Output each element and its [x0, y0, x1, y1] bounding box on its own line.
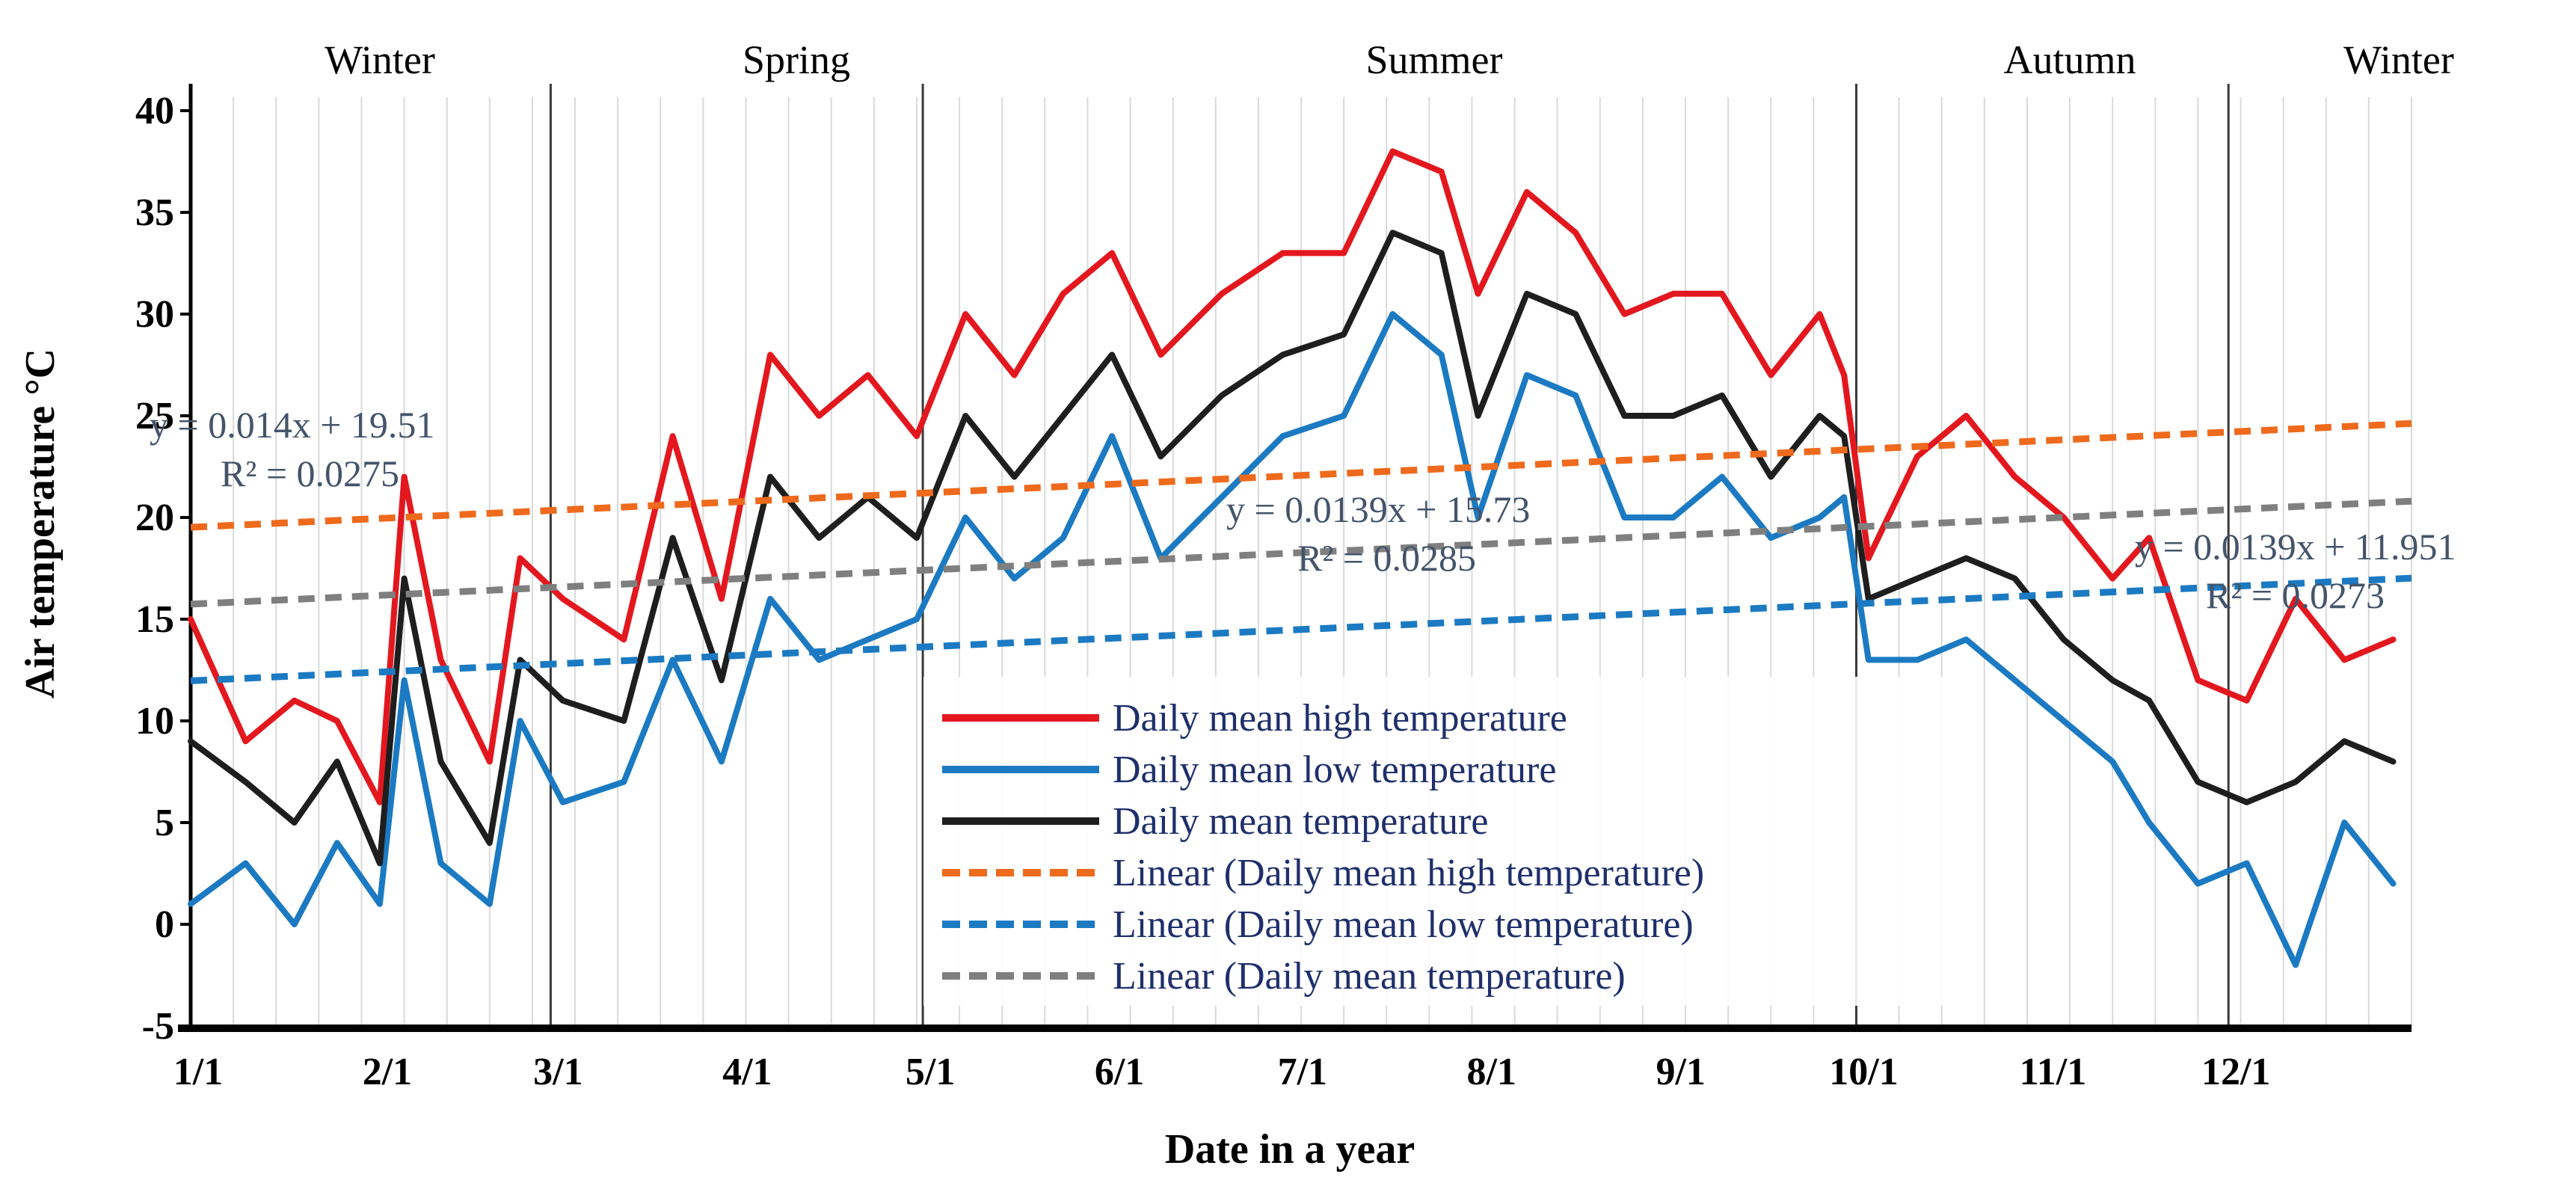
trend-r-squared: R² = 0.0273: [2206, 574, 2385, 616]
season-label: Autumn: [2003, 37, 2136, 82]
season-labels: Winter Spring Summer Autumn Winter: [325, 37, 2454, 82]
legend: Daily mean high temperature Daily mean lo…: [923, 677, 1963, 1006]
y-tick-label: 40: [135, 90, 174, 132]
trend-r-squared: R² = 0.0275: [221, 452, 399, 494]
series-lines: [188, 148, 2412, 968]
y-tick-label: 30: [135, 293, 174, 336]
x-tick-label: 12/1: [2201, 1051, 2270, 1093]
trendline-high: [190, 420, 2412, 531]
legend-label: Daily mean low temperature: [1113, 749, 1556, 791]
y-tick-label: 10: [135, 700, 174, 743]
y-tick-label: 25: [135, 395, 174, 437]
legend-label: Daily mean high temperature: [1113, 697, 1567, 740]
y-tick-label: 5: [155, 802, 174, 844]
axes: [178, 84, 2411, 1032]
x-tick-label: 5/1: [906, 1051, 955, 1093]
x-tick-label: 11/1: [2020, 1051, 2087, 1093]
season-label: Winter: [325, 37, 435, 82]
x-tick-label: 8/1: [1467, 1051, 1516, 1093]
y-tick-label: -5: [142, 1005, 174, 1048]
y-tick-label: 0: [155, 903, 174, 946]
trendline-low: [190, 574, 2412, 684]
legend-label: Linear (Daily mean high temperature): [1113, 852, 1704, 894]
x-tick-label: 3/1: [533, 1051, 582, 1093]
season-label: Winter: [2343, 37, 2454, 82]
x-tick-label: 7/1: [1278, 1051, 1327, 1093]
series-mean-line: [188, 230, 2397, 867]
season-label: Spring: [743, 37, 850, 82]
x-axis-title: Date in a year: [1165, 1126, 1415, 1173]
trend-equation: y = 0.0139x + 15.73: [1226, 488, 1530, 530]
y-tick-label: 20: [135, 497, 174, 539]
trend-equation: y = 0.014x + 19.51: [150, 404, 434, 446]
x-tick-label: 10/1: [1829, 1051, 1898, 1093]
y-tick-label: 35: [135, 191, 174, 234]
season-label: Summer: [1366, 37, 1503, 82]
x-tick-label: 6/1: [1095, 1051, 1144, 1093]
tick-labels: -5 0 5 10 15 20 25 30 35 40 1/1 2/1 3/1 4/1 5/1 6/1 7/1 8…: [135, 90, 2270, 1093]
x-tick-label: 1/1: [173, 1051, 223, 1093]
legend-label: Linear (Daily mean temperature): [1113, 955, 1626, 998]
trendline-mean: [190, 497, 2412, 608]
x-tick-label: 4/1: [722, 1051, 772, 1093]
trend-equations: y = 0.014x + 19.51 R² = 0.0275 y = 0.0139x…: [150, 404, 2456, 616]
y-tick-label: 15: [135, 598, 174, 641]
legend-label: Daily mean temperature: [1113, 800, 1488, 843]
x-tick-label: 2/1: [363, 1051, 412, 1093]
legend-background: [923, 677, 1963, 1006]
legend-label: Linear (Daily mean low temperature): [1113, 903, 1694, 946]
y-axis-title: Air temperature °C: [17, 348, 64, 698]
trend-equation: y = 0.0139x + 11.951: [2135, 526, 2456, 568]
x-tick-label: 9/1: [1656, 1051, 1705, 1093]
series-low-line: [188, 311, 2397, 968]
trend-r-squared: R² = 0.0285: [1297, 537, 1476, 579]
